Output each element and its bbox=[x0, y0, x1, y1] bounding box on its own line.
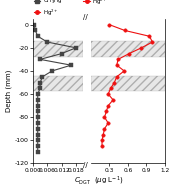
Legend: CH$_3$Hg$^+$, Hg$^{2+}$: CH$_3$Hg$^+$, Hg$^{2+}$ bbox=[33, 0, 67, 18]
Y-axis label: Depth (mm): Depth (mm) bbox=[6, 70, 12, 112]
Legend: Hg$^{2+}$: Hg$^{2+}$ bbox=[83, 0, 108, 7]
Bar bbox=[91, 41, 165, 57]
Text: //: // bbox=[83, 14, 88, 20]
Bar bbox=[33, 41, 83, 57]
Bar bbox=[33, 76, 83, 91]
Text: //: // bbox=[83, 162, 88, 168]
Text: $C_{\mathregular{DGT}}$  ($\mu$g L$^{-1}$): $C_{\mathregular{DGT}}$ ($\mu$g L$^{-1}$… bbox=[74, 175, 124, 187]
Bar bbox=[91, 76, 165, 91]
